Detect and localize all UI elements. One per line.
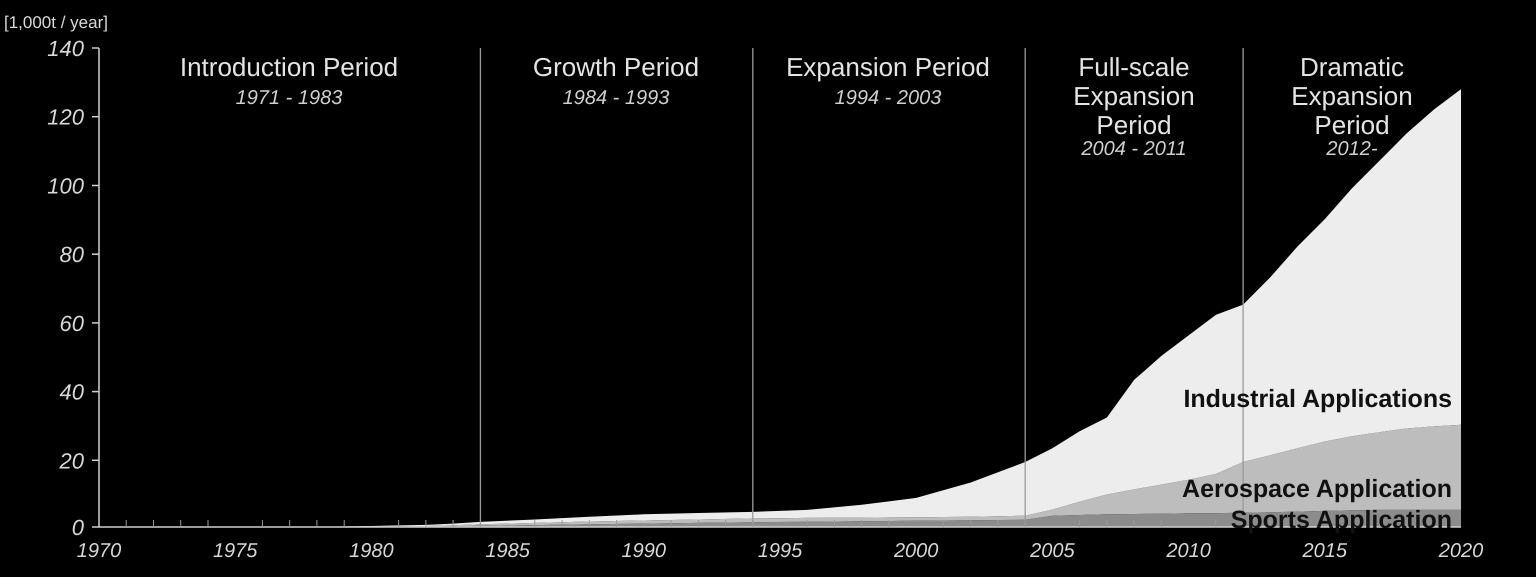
svg-text:20: 20 [59, 448, 85, 473]
svg-text:1984 - 1993: 1984 - 1993 [563, 87, 670, 109]
svg-text:1975: 1975 [213, 540, 258, 562]
svg-text:Period: Period [1096, 110, 1171, 140]
svg-text:2010: 2010 [1165, 540, 1211, 562]
svg-text:1990: 1990 [622, 540, 667, 562]
svg-text:100: 100 [47, 174, 84, 199]
svg-text:Growth Period: Growth Period [533, 52, 699, 82]
svg-text:1985: 1985 [485, 540, 530, 562]
svg-text:Expansion: Expansion [1291, 81, 1412, 111]
svg-text:2005: 2005 [1029, 540, 1075, 562]
svg-text:Introduction Period: Introduction Period [180, 52, 398, 82]
svg-text:Dramatic: Dramatic [1300, 52, 1404, 82]
svg-text:2004 - 2011: 2004 - 2011 [1080, 138, 1186, 160]
svg-text:1980: 1980 [349, 540, 394, 562]
svg-text:2020: 2020 [1438, 540, 1484, 562]
svg-text:60: 60 [60, 311, 85, 336]
svg-text:Sports Application: Sports Application [1231, 506, 1452, 534]
svg-text:40: 40 [60, 380, 85, 405]
svg-text:2012-: 2012- [1325, 138, 1377, 160]
svg-text:Aerospace Application: Aerospace Application [1182, 475, 1452, 503]
svg-text:1994 - 2003: 1994 - 2003 [835, 87, 942, 109]
svg-text:0: 0 [72, 515, 85, 540]
svg-text:[1,000t / year]: [1,000t / year] [4, 13, 108, 32]
svg-text:140: 140 [47, 36, 84, 61]
svg-text:120: 120 [47, 105, 84, 130]
svg-text:2015: 2015 [1302, 540, 1348, 562]
svg-text:1970: 1970 [77, 540, 122, 562]
svg-text:80: 80 [60, 242, 85, 267]
svg-text:Expansion: Expansion [1073, 81, 1194, 111]
svg-text:Period: Period [1314, 110, 1389, 140]
svg-text:1995: 1995 [758, 540, 803, 562]
svg-text:Full-scale: Full-scale [1078, 52, 1189, 82]
svg-text:Expansion Period: Expansion Period [786, 52, 990, 82]
svg-text:Industrial Applications: Industrial Applications [1183, 385, 1452, 413]
svg-text:1971 - 1983: 1971 - 1983 [236, 87, 343, 109]
svg-text:2000: 2000 [893, 540, 939, 562]
